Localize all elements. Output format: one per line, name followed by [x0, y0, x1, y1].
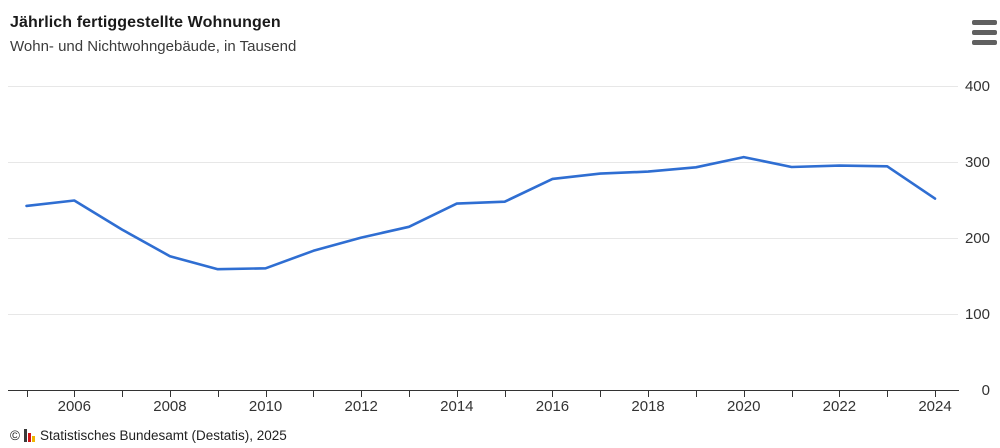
x-axis-label: 2008 — [153, 398, 186, 415]
y-axis-label: 400 — [965, 78, 990, 95]
x-axis-label: 2014 — [440, 398, 473, 415]
hamburger-menu-icon — [972, 40, 997, 45]
copyright-symbol: © — [10, 428, 20, 443]
x-axis-label: 2024 — [918, 398, 951, 415]
destatis-logo-icon — [23, 429, 35, 442]
hamburger-menu-icon — [972, 20, 997, 25]
chart-subtitle: Wohn- und Nichtwohngebäude, in Tausend — [10, 38, 297, 55]
y-axis-label: 0 — [982, 382, 990, 399]
x-axis-label: 2022 — [823, 398, 856, 415]
x-axis-label: 2020 — [727, 398, 760, 415]
series-line — [25, 155, 937, 271]
source-credit: © Statistisches Bundesamt (Destatis), 20… — [10, 428, 287, 443]
y-axis-label: 200 — [965, 230, 990, 247]
y-axis-label: 300 — [965, 154, 990, 171]
x-axis-label: 2016 — [536, 398, 569, 415]
chart-title: Jährlich fertiggestellte Wohnungen — [10, 14, 281, 31]
x-axis-label: 2012 — [345, 398, 378, 415]
x-axis-label: 2018 — [631, 398, 664, 415]
x-axis-label: 2006 — [58, 398, 91, 415]
export-menu-button[interactable] — [972, 20, 997, 45]
hamburger-menu-icon — [972, 30, 997, 35]
x-axis-label: 2010 — [249, 398, 282, 415]
source-text: Statistisches Bundesamt (Destatis), 2025 — [39, 428, 287, 443]
y-axis-label: 100 — [965, 306, 990, 323]
